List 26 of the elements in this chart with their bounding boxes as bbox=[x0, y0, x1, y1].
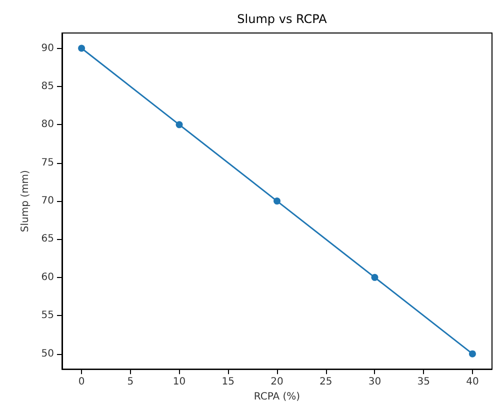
x-tick-label: 25 bbox=[319, 376, 332, 388]
point bbox=[371, 274, 378, 281]
x-tick-label: 30 bbox=[368, 376, 382, 388]
chart-title: Slump vs RCPA bbox=[237, 12, 328, 26]
y-tick-label: 90 bbox=[41, 42, 54, 54]
point bbox=[274, 198, 280, 205]
y-tick-label: 50 bbox=[41, 348, 54, 360]
x-tick-label: 15 bbox=[222, 376, 235, 388]
x-axis-title: RCPA (%) bbox=[254, 392, 300, 402]
y-tick-label: 75 bbox=[41, 157, 54, 168]
y-axis-title: Slump (mm) bbox=[20, 170, 31, 232]
point bbox=[176, 121, 183, 128]
x-tick-label: 35 bbox=[417, 376, 430, 388]
x-tick-label: 40 bbox=[466, 376, 479, 388]
y-tick-label: 65 bbox=[41, 234, 54, 245]
y-tick-label: 60 bbox=[41, 272, 54, 283]
x-tick-label: 0 bbox=[78, 376, 85, 388]
x-tick-label: 20 bbox=[270, 376, 284, 388]
point bbox=[78, 44, 86, 52]
y-tick-label: 70 bbox=[41, 196, 54, 207]
y-tick-label: 80 bbox=[41, 119, 54, 130]
y-tick-label: 85 bbox=[41, 80, 54, 92]
x-tick-label: 10 bbox=[172, 376, 186, 388]
x-tick-label: 5 bbox=[127, 376, 134, 388]
y-tick-label: 55 bbox=[41, 310, 54, 322]
point bbox=[468, 350, 476, 358]
